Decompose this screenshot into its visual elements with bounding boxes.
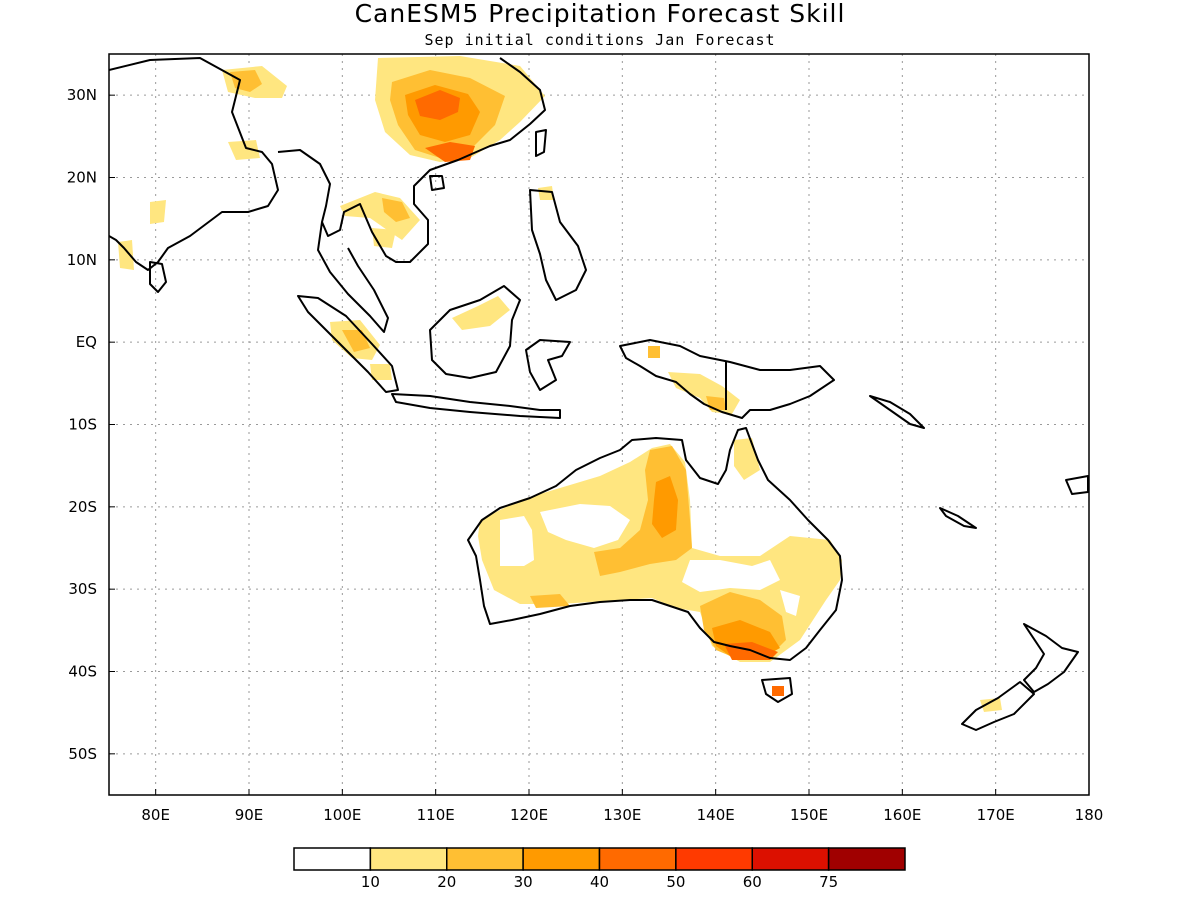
coast-newguinea	[619, 339, 835, 419]
y-tick-label: 20N	[67, 169, 97, 187]
colorbar-swatch	[675, 847, 753, 871]
skill-region-luzon	[538, 186, 554, 200]
colorbar-swatch	[446, 847, 524, 871]
x-axis: 80E 90E 100E 110E 120E 130E 140E 150E 160E 170E 18…	[141, 789, 1103, 824]
colorbar: 10 20 30 40 50 60 75	[293, 847, 906, 891]
colorbar-label: 20	[437, 873, 456, 891]
colorbar-swatch	[598, 847, 677, 871]
colorbar-swatch	[751, 847, 830, 871]
coastlines	[109, 57, 1089, 731]
colorbar-swatch	[522, 847, 601, 871]
skill-region-australia-white-west	[500, 516, 534, 566]
skill-region-australia-southwest	[530, 594, 570, 608]
skill-region-india-south	[118, 240, 134, 270]
skill-region-australia-white-east	[682, 560, 780, 592]
coast-borneo	[429, 285, 521, 379]
colorbar-label: 75	[819, 873, 838, 891]
y-tick-label: EQ	[76, 333, 97, 351]
colorbar-label: 50	[666, 873, 685, 891]
map-subtitle: Sep initial conditions Jan Forecast	[424, 31, 775, 49]
skill-region-australia-white-center	[540, 504, 630, 548]
coast-tasmania	[761, 677, 793, 703]
coast-taiwan	[535, 129, 547, 157]
coast-java	[391, 393, 561, 419]
x-tick-label: 130E	[603, 806, 641, 824]
x-tick-label: 180	[1075, 806, 1104, 824]
coast-australia	[467, 427, 843, 661]
skill-region-tasmania	[772, 686, 784, 696]
y-tick-label: 10N	[67, 251, 97, 269]
colorbar-swatch	[293, 847, 372, 871]
skill-region-bangladesh	[228, 140, 260, 160]
colorbar-label: 30	[514, 873, 533, 891]
x-tick-label: 150E	[790, 806, 828, 824]
coast-china-indochina	[277, 57, 546, 263]
map-title: CanESM5 Precipitation Forecast Skill	[355, 0, 846, 28]
coast-solomons	[869, 395, 925, 429]
colorbar-label: 10	[361, 873, 380, 891]
colorbar-swatch	[827, 847, 906, 871]
coast-india	[109, 57, 279, 271]
x-tick-label: 90E	[235, 806, 264, 824]
y-tick-label: 40S	[68, 663, 97, 681]
x-tick-label: 110E	[417, 806, 455, 824]
coast-sulawesi	[525, 339, 571, 391]
x-tick-label: 140E	[697, 806, 735, 824]
skill-region-australia-30	[652, 476, 678, 538]
colorbar-label: 60	[743, 873, 762, 891]
coast-sumatra	[297, 295, 399, 393]
coast-hainan	[429, 175, 445, 191]
skill-region-india-west	[150, 200, 166, 224]
coast-malay	[317, 221, 389, 333]
x-tick-label: 80E	[141, 806, 170, 824]
coast-srilanka	[149, 261, 167, 293]
colorbar-swatch	[369, 847, 448, 871]
skill-region-newguinea-west	[648, 346, 660, 358]
y-tick-label: 30N	[67, 86, 97, 104]
x-tick-label: 160E	[883, 806, 921, 824]
colorbar-label: 40	[590, 873, 609, 891]
coast-fiji	[1065, 475, 1089, 495]
x-tick-label: 100E	[323, 806, 361, 824]
plot-area	[109, 54, 1089, 795]
skill-region-indochina-20	[382, 198, 410, 222]
coast-philippines	[529, 189, 587, 301]
x-tick-label: 170E	[977, 806, 1015, 824]
skill-region-australia-white-se	[780, 590, 800, 616]
y-axis: 30N 20N 10N EQ 10S 20S 30S 40S 50S	[67, 86, 115, 763]
x-tick-label: 120E	[510, 806, 548, 824]
coast-nz-south	[961, 681, 1035, 731]
coast-nz-north	[1023, 623, 1079, 693]
skill-region-china-40	[415, 90, 460, 120]
coast-newcaledonia	[939, 507, 977, 529]
y-tick-label: 50S	[68, 745, 97, 763]
skill-region-nz	[980, 698, 1002, 712]
y-tick-label: 30S	[68, 580, 97, 598]
y-tick-label: 10S	[68, 416, 97, 434]
skill-shading	[118, 56, 1002, 712]
skill-region-borneo	[452, 296, 510, 330]
skill-region-java	[370, 364, 392, 380]
y-tick-label: 20S	[68, 498, 97, 516]
